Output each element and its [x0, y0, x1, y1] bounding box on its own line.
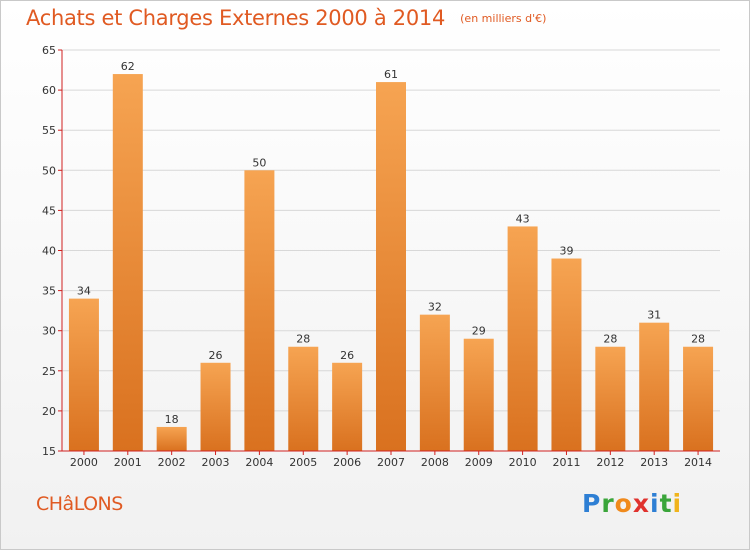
- data-label: 28: [691, 333, 705, 346]
- title-block: Achats et Charges Externes 2000 à 2014 (…: [26, 6, 546, 30]
- x-tick-label: 2004: [245, 456, 273, 469]
- data-label: 26: [209, 349, 223, 362]
- data-label: 29: [472, 325, 486, 338]
- x-tick-label: 2009: [465, 456, 493, 469]
- brand-letter: t: [659, 489, 673, 518]
- bar: [112, 74, 143, 451]
- chart-title: Achats et Charges Externes 2000 à 2014: [26, 6, 446, 30]
- y-tick-label: 45: [42, 204, 56, 217]
- y-tick-label: 20: [42, 405, 56, 418]
- y-tick-label: 65: [42, 44, 56, 57]
- bar: [200, 362, 231, 451]
- brand-letter: r: [601, 489, 615, 518]
- bar: [639, 322, 670, 451]
- x-tick-label: 2012: [596, 456, 624, 469]
- bar: [156, 426, 187, 451]
- data-label: 26: [340, 349, 354, 362]
- y-tick-label: 55: [42, 124, 56, 137]
- bar: [595, 346, 626, 451]
- data-label: 39: [559, 245, 573, 258]
- chart-subtitle: (en milliers d'€): [460, 12, 547, 25]
- brand-letter: o: [614, 489, 633, 518]
- y-tick-label: 35: [42, 285, 56, 298]
- x-tick-label: 2007: [377, 456, 405, 469]
- x-tick-label: 2013: [640, 456, 668, 469]
- brand-letter: x: [632, 489, 650, 518]
- bar: [68, 298, 99, 451]
- data-label: 18: [165, 413, 179, 426]
- y-tick-label: 15: [42, 445, 56, 458]
- x-tick-label: 2010: [509, 456, 537, 469]
- brand-letter: i: [650, 489, 660, 518]
- data-label: 28: [603, 333, 617, 346]
- bar: [288, 346, 319, 451]
- data-label: 34: [77, 285, 91, 298]
- brand-logo[interactable]: Proxiti: [582, 489, 682, 518]
- bar: [507, 226, 538, 451]
- x-tick-label: 2000: [70, 456, 98, 469]
- x-tick-label: 2006: [333, 456, 361, 469]
- x-tick-label: 2011: [552, 456, 580, 469]
- axes: [58, 49, 720, 455]
- bar: [244, 170, 275, 452]
- y-tick-label: 30: [42, 325, 56, 338]
- y-tick-label: 60: [42, 84, 56, 97]
- bar: [376, 82, 406, 451]
- bar: [551, 258, 582, 451]
- bar: [332, 362, 363, 451]
- data-label: 43: [516, 212, 530, 225]
- data-label: 62: [121, 60, 135, 73]
- x-tick-label: 2003: [202, 456, 230, 469]
- x-tick-label: 2002: [158, 456, 186, 469]
- x-tick-label: 2008: [421, 456, 449, 469]
- brand-letter: i: [672, 489, 683, 518]
- data-label: 50: [252, 156, 266, 169]
- x-tick-label: 2014: [684, 456, 712, 469]
- bar: [463, 338, 494, 451]
- x-tick-label: 2001: [114, 456, 142, 469]
- bars: [68, 74, 714, 452]
- y-tick-label: 25: [42, 365, 56, 378]
- bar: [419, 314, 450, 451]
- y-tick-label: 40: [42, 245, 56, 258]
- data-label: 31: [647, 309, 661, 322]
- labels: 15 20 25 30 35 40 45 50 55 60 65 34 2000 62 2001 18 2002…: [42, 44, 712, 469]
- data-label: 28: [296, 333, 310, 346]
- y-tick-label: 50: [42, 164, 56, 177]
- x-tick-label: 2005: [289, 456, 317, 469]
- data-label: 61: [384, 68, 398, 81]
- bar: [683, 346, 714, 451]
- city-name: CHâLONS: [36, 493, 123, 515]
- data-label: 32: [428, 301, 442, 314]
- brand-letter: P: [582, 489, 602, 518]
